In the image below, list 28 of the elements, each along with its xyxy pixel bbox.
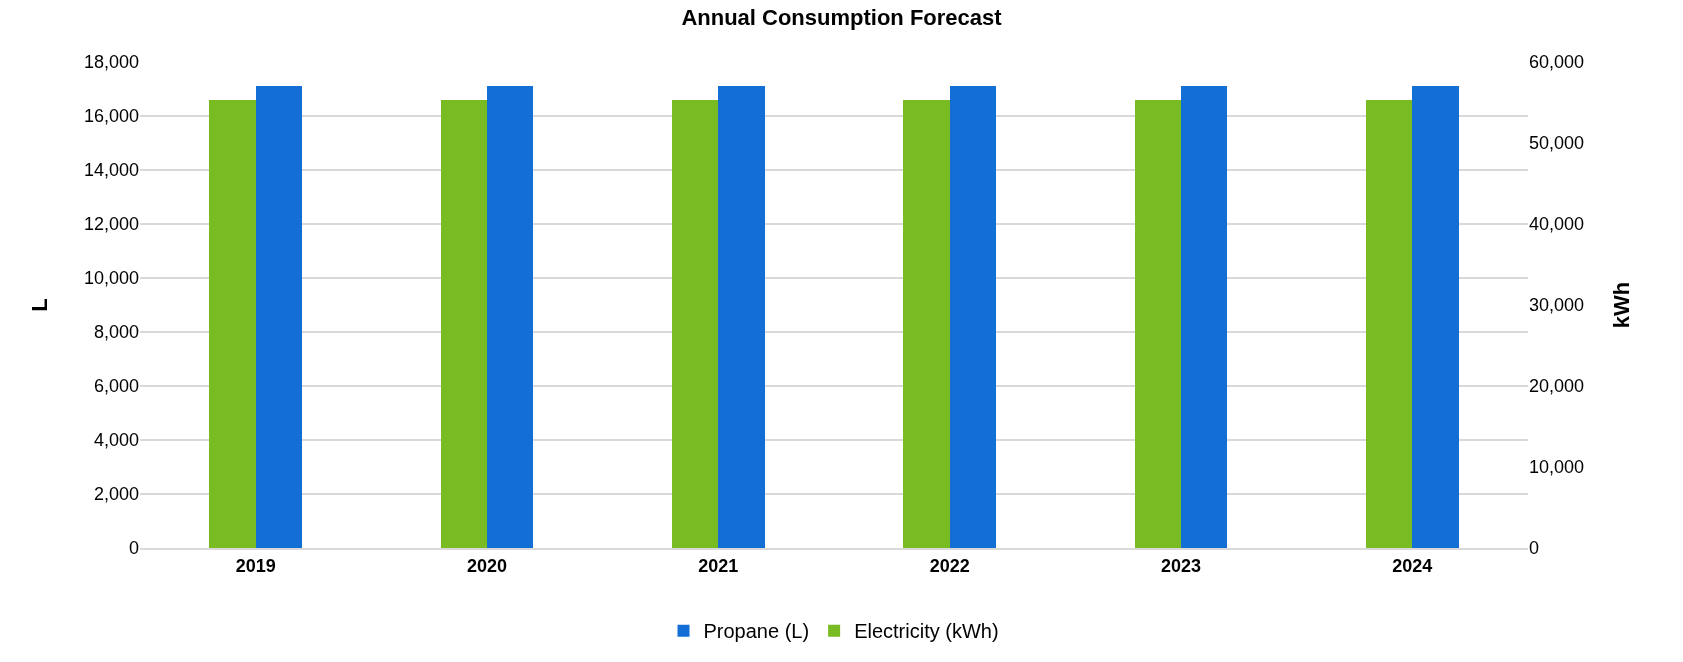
y2-tick-label: 60,000 [1529,52,1585,73]
x-tick-label: 2021 [698,555,739,576]
y-axis-title: L [26,298,52,312]
chart-title: Annual Consumption Forecast [681,5,1003,31]
x-tick-label: 2024 [1392,555,1433,576]
y-tick-label: 4,000 [93,430,139,451]
y-tick-label: 0 [128,538,139,559]
y2-tick-label: 50,000 [1529,133,1585,154]
y-tick-label: 14,000 [83,160,139,181]
y-tick-label: 6,000 [93,376,139,397]
y2-tick-label: 10,000 [1529,457,1585,478]
y2-tick-label: 20,000 [1529,376,1585,397]
y2-axis-title: kWh [1608,281,1634,329]
y-tick-label: 12,000 [83,214,139,235]
y-tick-label: 8,000 [93,322,139,343]
x-tick-label: 2022 [929,555,970,576]
legend-label: Electricity (kWh) [854,620,999,643]
y2-tick-label: 40,000 [1529,214,1585,235]
y2-tick-label: 30,000 [1529,295,1585,316]
x-tick-label: 2023 [1160,555,1202,576]
legend-label: Propane (L) [703,620,810,643]
x-tick-label: 2019 [235,555,276,576]
y-tick-label: 2,000 [93,484,139,505]
y-tick-label: 10,000 [83,268,139,289]
y-tick-label: 18,000 [83,52,139,73]
y-tick-label: 16,000 [83,106,139,127]
y2-tick-label: 0 [1529,538,1540,559]
x-tick-label: 2020 [466,555,508,576]
